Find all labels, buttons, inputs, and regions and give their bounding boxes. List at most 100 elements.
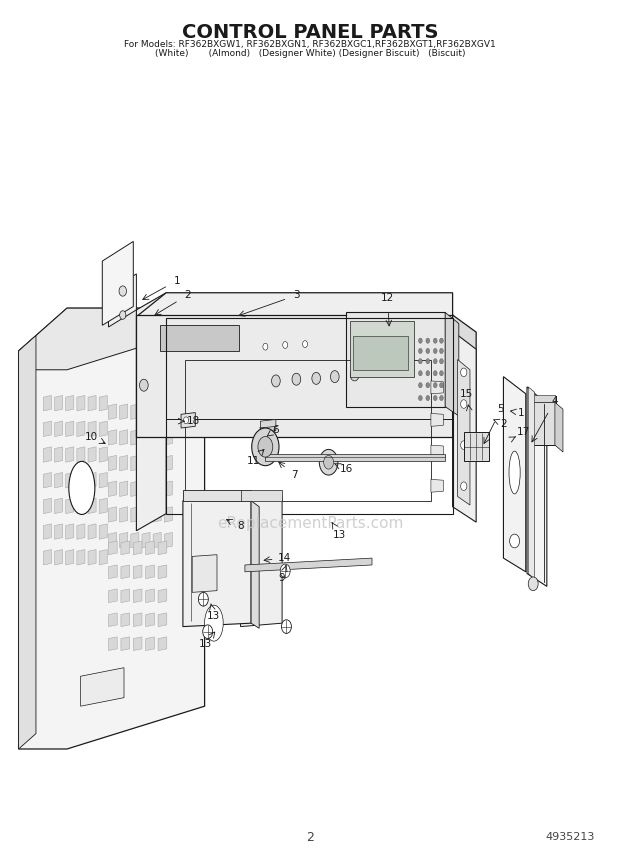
Polygon shape: [77, 421, 85, 437]
Circle shape: [120, 311, 126, 319]
Circle shape: [433, 383, 437, 388]
Polygon shape: [121, 613, 130, 627]
Polygon shape: [66, 421, 74, 437]
Text: eReplacementParts.com: eReplacementParts.com: [217, 516, 403, 532]
Polygon shape: [181, 413, 195, 428]
Circle shape: [292, 373, 301, 385]
Circle shape: [280, 564, 290, 578]
Polygon shape: [55, 447, 63, 462]
Circle shape: [461, 368, 467, 377]
Polygon shape: [142, 455, 150, 471]
Polygon shape: [131, 532, 139, 548]
Polygon shape: [530, 402, 555, 445]
Circle shape: [461, 400, 467, 408]
Polygon shape: [120, 481, 128, 496]
Circle shape: [426, 338, 430, 343]
Text: 13: 13: [333, 530, 347, 540]
Circle shape: [303, 341, 308, 348]
Polygon shape: [464, 432, 489, 461]
Polygon shape: [19, 336, 36, 749]
Polygon shape: [153, 507, 161, 522]
Polygon shape: [108, 637, 117, 651]
Polygon shape: [66, 524, 74, 539]
Polygon shape: [431, 445, 443, 458]
Polygon shape: [265, 454, 445, 461]
Polygon shape: [158, 589, 167, 603]
Polygon shape: [136, 315, 453, 437]
Polygon shape: [66, 498, 74, 514]
Polygon shape: [142, 532, 150, 548]
Text: 7: 7: [291, 470, 298, 480]
Circle shape: [184, 417, 188, 424]
Polygon shape: [164, 404, 172, 419]
Polygon shape: [108, 565, 117, 579]
Circle shape: [198, 592, 208, 606]
Polygon shape: [183, 496, 251, 627]
Polygon shape: [88, 498, 96, 514]
Polygon shape: [88, 447, 96, 462]
Polygon shape: [431, 381, 443, 394]
Polygon shape: [153, 404, 161, 419]
Polygon shape: [108, 613, 117, 627]
Circle shape: [510, 534, 520, 548]
Polygon shape: [142, 507, 150, 522]
Polygon shape: [66, 447, 74, 462]
Text: 13: 13: [207, 611, 221, 621]
Polygon shape: [136, 293, 453, 317]
Polygon shape: [431, 479, 443, 492]
Circle shape: [461, 482, 467, 490]
Polygon shape: [131, 481, 139, 496]
Polygon shape: [55, 524, 63, 539]
Polygon shape: [121, 637, 130, 651]
Polygon shape: [131, 404, 139, 419]
Polygon shape: [146, 637, 154, 651]
Polygon shape: [121, 541, 130, 555]
Polygon shape: [158, 565, 167, 579]
Polygon shape: [260, 419, 276, 432]
Circle shape: [440, 383, 443, 388]
Polygon shape: [146, 613, 154, 627]
Circle shape: [119, 286, 126, 296]
Polygon shape: [431, 413, 443, 426]
Polygon shape: [99, 498, 107, 514]
Ellipse shape: [509, 451, 520, 494]
Polygon shape: [43, 524, 51, 539]
Polygon shape: [142, 430, 150, 445]
Polygon shape: [99, 395, 107, 411]
Circle shape: [426, 395, 430, 401]
Circle shape: [433, 338, 437, 343]
Text: 17: 17: [517, 427, 531, 437]
Polygon shape: [136, 293, 166, 531]
Circle shape: [418, 338, 422, 343]
Circle shape: [319, 449, 338, 475]
Text: 1: 1: [174, 276, 180, 286]
Polygon shape: [158, 541, 167, 555]
Polygon shape: [43, 550, 51, 565]
Text: 2: 2: [306, 830, 314, 844]
Text: (White)       (Almond)   (Designer White) (Designer Biscuit)   (Biscuit): (White) (Almond) (Designer White) (Desig…: [155, 50, 465, 58]
Polygon shape: [164, 455, 172, 471]
Polygon shape: [120, 430, 128, 445]
Text: 6: 6: [273, 425, 279, 435]
Polygon shape: [458, 360, 470, 505]
Polygon shape: [164, 430, 172, 445]
Polygon shape: [164, 507, 172, 522]
Polygon shape: [153, 532, 161, 548]
Polygon shape: [19, 308, 205, 749]
Polygon shape: [121, 565, 130, 579]
Circle shape: [418, 383, 422, 388]
Circle shape: [258, 437, 273, 457]
Text: 9: 9: [279, 573, 285, 583]
Text: 15: 15: [459, 389, 473, 399]
Polygon shape: [120, 507, 128, 522]
Polygon shape: [43, 498, 51, 514]
Polygon shape: [158, 637, 167, 651]
Polygon shape: [99, 447, 107, 462]
Circle shape: [433, 395, 437, 401]
Polygon shape: [88, 473, 96, 488]
Text: 4: 4: [552, 395, 558, 406]
Polygon shape: [183, 490, 251, 501]
Polygon shape: [251, 501, 259, 628]
Polygon shape: [133, 541, 142, 555]
Polygon shape: [88, 524, 96, 539]
